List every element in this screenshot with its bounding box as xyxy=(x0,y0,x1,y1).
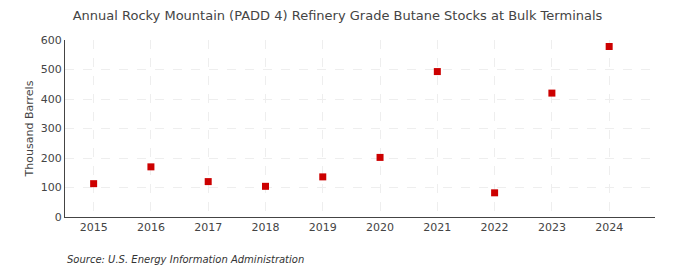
svg-text:2017: 2017 xyxy=(194,221,222,234)
svg-text:2018: 2018 xyxy=(251,221,279,234)
svg-text:2015: 2015 xyxy=(80,221,108,234)
svg-text:Source: U.S. Energy Informatio: Source: U.S. Energy Information Administ… xyxy=(67,254,304,265)
svg-text:2021: 2021 xyxy=(423,221,451,234)
svg-text:2023: 2023 xyxy=(538,221,566,234)
svg-text:600: 600 xyxy=(41,34,62,47)
svg-text:Annual Rocky Mountain (PADD 4): Annual Rocky Mountain (PADD 4) Refinery … xyxy=(73,8,603,23)
svg-text:200: 200 xyxy=(41,152,62,165)
svg-text:300: 300 xyxy=(41,122,62,135)
svg-text:400: 400 xyxy=(41,93,62,106)
svg-text:2016: 2016 xyxy=(137,221,165,234)
svg-text:0: 0 xyxy=(55,211,62,224)
svg-text:2022: 2022 xyxy=(481,221,509,234)
svg-text:2020: 2020 xyxy=(366,221,394,234)
svg-text:100: 100 xyxy=(41,181,62,194)
svg-text:500: 500 xyxy=(41,63,62,76)
svg-text:2019: 2019 xyxy=(309,221,337,234)
svg-text:2024: 2024 xyxy=(595,221,623,234)
svg-text:Thousand Barrels: Thousand Barrels xyxy=(23,80,36,177)
